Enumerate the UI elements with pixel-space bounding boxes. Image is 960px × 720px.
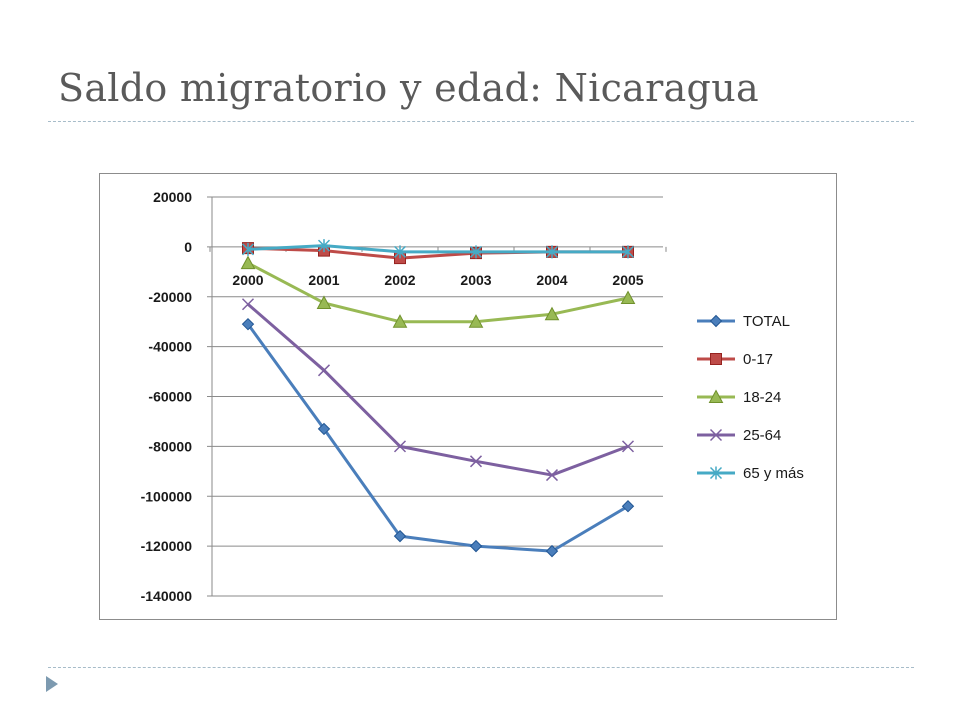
x-tick-label: 2004 xyxy=(536,272,567,288)
series-line-18-24 xyxy=(247,261,629,324)
legend-label-25-64: 25-64 xyxy=(743,427,781,444)
chart-frame: 20000 0 -20000 -40000 -60000 -80000 -100000 -12… xyxy=(99,173,837,620)
data-point-25-64 xyxy=(317,364,331,377)
footer-divider xyxy=(48,667,914,668)
data-point-25-64 xyxy=(241,298,255,311)
legend-label-18-24: 18-24 xyxy=(743,389,781,406)
y-tick-label: -120000 xyxy=(141,538,193,554)
x-tick-label: 2000 xyxy=(232,272,263,288)
data-point-total xyxy=(545,544,559,558)
legend-label-65-y-m-s: 65 y más xyxy=(743,465,804,482)
legend-marker-total xyxy=(709,314,723,328)
data-point-65-y-m-s xyxy=(317,239,331,253)
data-point-total xyxy=(469,539,483,553)
legend-label-total: TOTAL xyxy=(743,313,790,330)
line-chart: 20000 0 -20000 -40000 -60000 -80000 -100000 -12… xyxy=(141,189,804,604)
data-point-25-64 xyxy=(469,455,483,468)
y-tick-label: 20000 xyxy=(153,189,192,205)
legend-marker-25-64 xyxy=(709,428,723,442)
y-tick-label: -80000 xyxy=(148,438,192,454)
legend-marker-0-17 xyxy=(710,353,722,365)
data-point-65-y-m-s xyxy=(393,245,407,259)
bullet-arrow-icon xyxy=(46,676,58,692)
data-point-65-y-m-s xyxy=(241,242,255,256)
x-tick-label: 2002 xyxy=(384,272,415,288)
slide-title: Saldo migratorio y edad: Nicaragua xyxy=(58,66,759,110)
title-divider xyxy=(48,121,914,122)
data-point-total xyxy=(393,529,407,543)
data-point-18-24 xyxy=(468,314,484,328)
data-point-18-24 xyxy=(240,255,256,270)
data-point-total xyxy=(621,500,635,513)
legend-label-0-17: 0-17 xyxy=(743,351,773,368)
y-tick-label: 0 xyxy=(184,239,192,255)
data-point-25-64 xyxy=(621,440,635,453)
y-tick-label: -40000 xyxy=(148,339,192,355)
data-point-65-y-m-s xyxy=(621,245,635,259)
series-line-total xyxy=(246,323,629,553)
y-tick-label: -140000 xyxy=(141,588,193,604)
x-tick-label: 2001 xyxy=(308,272,339,288)
x-tick-label: 2005 xyxy=(612,272,643,288)
legend-marker-65-y-m-s xyxy=(709,466,723,480)
data-point-65-y-m-s xyxy=(469,245,483,259)
data-point-total xyxy=(317,422,331,436)
data-point-18-24 xyxy=(620,290,636,304)
y-tick-label: -20000 xyxy=(148,289,192,305)
data-point-65-y-m-s xyxy=(545,245,559,259)
data-point-25-64 xyxy=(393,440,407,453)
data-point-18-24 xyxy=(392,314,408,328)
series-line-65-y-m-s xyxy=(247,244,628,254)
x-tick-label: 2003 xyxy=(460,272,491,288)
data-point-18-24 xyxy=(544,306,560,321)
data-point-25-64 xyxy=(545,469,559,482)
y-tick-label: -100000 xyxy=(141,488,193,504)
y-tick-label: -60000 xyxy=(148,389,192,405)
legend-marker-18-24 xyxy=(708,389,724,403)
series-line-25-64 xyxy=(247,303,629,477)
data-point-18-24 xyxy=(316,295,332,309)
data-point-total xyxy=(241,317,255,331)
